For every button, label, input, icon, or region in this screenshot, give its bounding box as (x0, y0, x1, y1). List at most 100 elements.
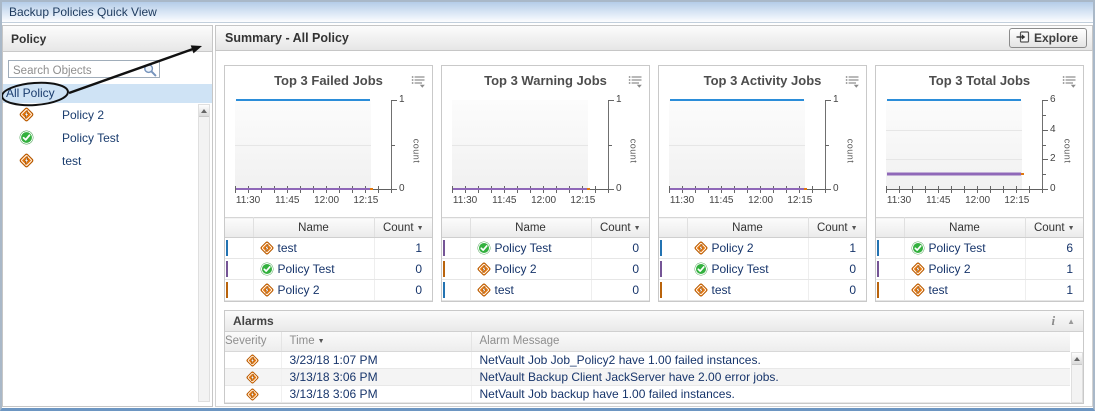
table-row[interactable]: Policy Test 0 (225, 259, 432, 280)
y-tick-label: 0 (1050, 183, 1056, 194)
summary-title: Summary - All Policy (216, 31, 349, 45)
policy-count: 0 (374, 280, 432, 301)
top3-rows: test 1 Policy Test 0 Policy 2 0 (225, 238, 432, 301)
count-column-header[interactable]: Count▼ (591, 218, 649, 238)
y-axis-title: count (1063, 139, 1073, 164)
policy-count: 0 (591, 259, 649, 280)
x-tick-label: 12:15 (353, 195, 378, 206)
table-row[interactable]: Policy Test 0 (659, 259, 866, 280)
policy-count: 0 (591, 280, 649, 301)
chart-title: Top 3 Failed Jobs (225, 66, 432, 89)
search-icon[interactable] (143, 63, 157, 82)
alarms-col-message[interactable]: Alarm Message (471, 332, 1070, 351)
alarms-table: Severity Time▼ Alarm Message 3/23/18 1:0… (225, 332, 1070, 403)
series-line (236, 99, 370, 101)
x-tick-label: 12:15 (570, 195, 595, 206)
alarms-scrollbar[interactable] (1071, 352, 1083, 403)
chart-menu-icon[interactable] (628, 75, 643, 88)
x-tick-label: 12:15 (1004, 195, 1029, 206)
swatch-column-header (225, 218, 253, 238)
x-tick-label: 12:15 (787, 195, 812, 206)
x-tick-label: 11:30 (236, 195, 260, 206)
chart-menu-icon[interactable] (411, 75, 426, 88)
count-column-header[interactable]: Count▼ (808, 218, 866, 238)
sidebar-item-2[interactable]: test (3, 149, 212, 172)
policy-count: 6 (1025, 238, 1083, 259)
alarms-panel: Alarms i ▲ Severity Time▼ (224, 310, 1084, 404)
search-input[interactable] (9, 63, 159, 79)
table-row[interactable]: Policy 2 1 (659, 238, 866, 259)
series-color-swatch (660, 282, 662, 298)
policy-name: Policy Test (495, 241, 552, 255)
name-column-header[interactable]: Name (904, 218, 1025, 238)
policy-name: test (712, 283, 731, 297)
x-tick-label: 11:45 (926, 195, 950, 206)
sidebar-header: Policy (3, 26, 212, 52)
table-row[interactable]: test 1 (876, 280, 1083, 301)
count-header-label: Count (600, 222, 631, 234)
policy-warning-icon (694, 283, 708, 297)
explore-icon (1016, 30, 1030, 47)
alarms-scroll-up-button[interactable] (1072, 353, 1082, 365)
top3-rows: Policy 2 1 Policy Test 0 test 0 (659, 238, 866, 301)
sidebar-item-all-policy[interactable]: All Policy (3, 84, 212, 103)
series-color-swatch (443, 240, 445, 256)
count-column-header[interactable]: Count▼ (1025, 218, 1083, 238)
chart-menu-icon[interactable] (845, 75, 860, 88)
policy-ok-icon (911, 241, 925, 255)
policy-count: 0 (591, 238, 649, 259)
series-line (453, 188, 587, 190)
x-tick-label: 12:00 (314, 195, 339, 206)
search-box (8, 60, 160, 78)
table-row[interactable]: Policy 2 1 (876, 259, 1083, 280)
table-row[interactable]: Policy 2 0 (225, 280, 432, 301)
name-column-header[interactable]: Name (687, 218, 808, 238)
x-tick-label: 12:00 (531, 195, 556, 206)
alarm-time: 3/13/18 3:06 PM (281, 386, 471, 403)
alarm-row[interactable]: 3/13/18 3:06 PM NetVault Job backup have… (225, 386, 1070, 403)
alarms-col-time[interactable]: Time▼ (281, 332, 471, 351)
info-icon[interactable]: i (1051, 313, 1055, 329)
table-row[interactable]: Policy Test 0 (442, 238, 649, 259)
alarm-row[interactable]: 3/23/18 1:07 PM NetVault Job Job_Policy2… (225, 351, 1070, 368)
sidebar-item-1[interactable]: Policy Test (3, 126, 212, 149)
x-tick-label: 12:00 (748, 195, 773, 206)
table-row[interactable]: test 1 (225, 238, 432, 259)
series-color-swatch (877, 261, 879, 277)
sidebar-item-0[interactable]: Policy 2 (3, 103, 212, 126)
table-row[interactable]: test 0 (659, 280, 866, 301)
sidebar-scrollbar[interactable] (198, 104, 210, 402)
table-row[interactable]: Policy Test 6 (876, 238, 1083, 259)
table-row[interactable]: test 0 (442, 280, 649, 301)
name-column-header[interactable]: Name (470, 218, 591, 238)
policy-warning-icon (694, 241, 708, 255)
alarm-row[interactable]: 3/13/18 3:06 PM NetVault Backup Client J… (225, 368, 1070, 385)
collapse-icon[interactable]: ▲ (1067, 317, 1075, 326)
alarm-time: 3/13/18 3:06 PM (281, 368, 471, 385)
name-column-header[interactable]: Name (253, 218, 374, 238)
policy-warning-icon (246, 388, 259, 401)
table-row[interactable]: Policy 2 0 (442, 259, 649, 280)
scroll-up-button[interactable] (199, 105, 209, 117)
policy-count: 1 (808, 238, 866, 259)
policy-warning-icon (260, 241, 274, 255)
y-tick-label: 6 (1050, 94, 1056, 105)
count-header-label: Count (1034, 222, 1065, 234)
series-line (670, 99, 804, 101)
alarms-col-severity[interactable]: Severity (225, 332, 281, 351)
alarm-message: NetVault Job Job_Policy2 have 1.00 faile… (471, 351, 1070, 368)
count-column-header[interactable]: Count▼ (374, 218, 432, 238)
top3-table: Name Count▼ test 1 Policy Test 0 Policy … (225, 217, 432, 301)
policy-name: test (929, 283, 948, 297)
y-tick-label: 1 (399, 94, 405, 105)
chart-title: Top 3 Warning Jobs (442, 66, 649, 89)
explore-button[interactable]: Explore (1009, 28, 1087, 48)
chart-menu-icon[interactable] (1062, 75, 1077, 88)
